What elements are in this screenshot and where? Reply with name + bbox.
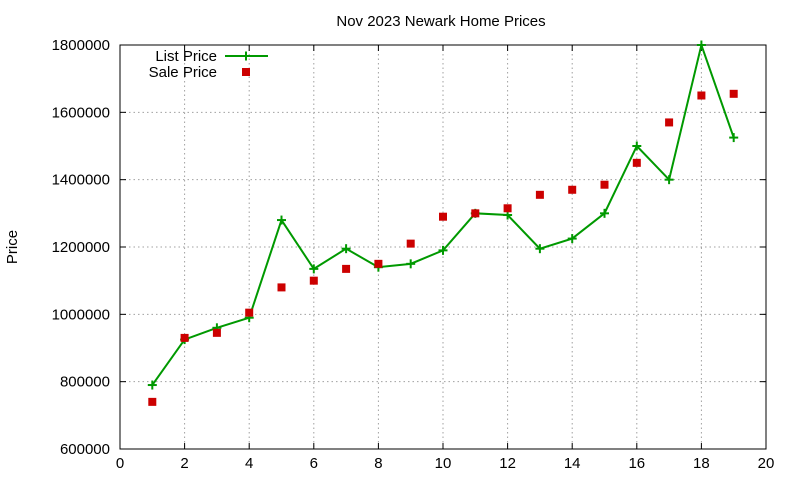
data-point-sale-price	[697, 91, 706, 100]
data-point-list-price	[406, 259, 416, 269]
data-point-list-price	[309, 264, 319, 274]
data-point-list-price	[567, 234, 577, 244]
x-tick-label: 10	[435, 455, 452, 472]
data-point-sale-price	[439, 212, 447, 221]
data-point-list-price	[341, 244, 351, 254]
legend: List Price Sale Price	[149, 48, 268, 81]
data-point-sale-price	[665, 118, 674, 127]
x-tick-label: 2	[180, 455, 188, 472]
legend-marker-sale-price	[242, 68, 250, 76]
data-point-list-price	[535, 244, 545, 254]
data-point-list-price	[664, 175, 674, 185]
data-point-sale-price	[148, 397, 157, 406]
y-tick-label: 600000	[60, 441, 110, 458]
y-tick-label: 800000	[60, 374, 110, 391]
y-tick-label: 1400000	[52, 172, 110, 189]
data-point-sale-price	[568, 185, 577, 194]
data-point-sale-price	[632, 158, 641, 167]
chart-title: Nov 2023 Newark Home Prices	[336, 13, 545, 30]
x-tick-label: 12	[499, 455, 516, 472]
x-tick-label: 18	[693, 455, 710, 472]
data-point-list-price	[147, 380, 157, 390]
data-point-sale-price	[374, 259, 383, 268]
data-point-sale-price	[503, 204, 512, 213]
data-point-list-price	[696, 40, 706, 50]
data-point-list-price	[600, 208, 609, 218]
data-point-sale-price	[729, 89, 738, 98]
legend-marker-list-price	[241, 51, 251, 61]
x-tick-label: 6	[310, 455, 318, 472]
legend-label-sale-price: Sale Price	[149, 64, 217, 81]
data-point-sale-price	[535, 190, 544, 199]
data-point-sale-price	[309, 276, 318, 285]
x-tick-label: 20	[758, 455, 775, 472]
data-point-sale-price	[342, 264, 351, 273]
data-point-sale-price	[406, 239, 415, 248]
data-point-list-price	[729, 133, 739, 143]
y-axis-label: Price	[4, 230, 21, 264]
y-tick-label: 1000000	[52, 306, 110, 323]
x-tick-label: 16	[628, 455, 645, 472]
legend-label-list-price: List Price	[155, 48, 217, 65]
axis-ticks: 0 2 4 6 8 10 12 14 16 18 20 600000 800000 1000000 1200…	[52, 37, 775, 472]
y-tick-label: 1600000	[52, 104, 110, 121]
x-tick-label: 4	[245, 455, 253, 472]
data-point-list-price	[632, 141, 642, 151]
data-point-sale-price	[245, 308, 254, 317]
y-tick-label: 1200000	[52, 239, 110, 256]
x-tick-label: 14	[564, 455, 581, 472]
data-point-sale-price	[212, 328, 221, 337]
data-point-sale-price	[180, 333, 189, 342]
x-tick-label: 8	[374, 455, 382, 472]
data-point-sale-price	[600, 180, 609, 189]
x-tick-label: 0	[116, 455, 124, 472]
data-point-list-price	[438, 245, 448, 255]
series-sale-price	[148, 89, 738, 406]
y-tick-label: 1800000	[52, 37, 110, 54]
data-point-sale-price	[277, 283, 286, 292]
data-point-list-price	[277, 215, 286, 225]
data-point-sale-price	[471, 209, 480, 218]
series-layer	[147, 40, 739, 406]
